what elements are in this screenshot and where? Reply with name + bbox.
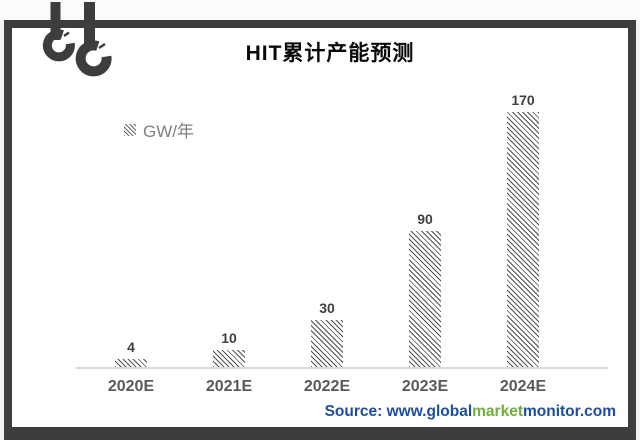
source-prefix: Source: www. — [324, 403, 427, 420]
company-logo-icon — [42, 2, 112, 77]
chart-title: HIT累计产能预测 — [245, 42, 415, 65]
bar — [507, 112, 539, 367]
x-axis-line — [76, 367, 608, 369]
bar-value-label: 90 — [417, 211, 433, 227]
bar — [311, 320, 343, 367]
x-tick-label: 2020E — [107, 378, 155, 395]
x-tick-label: 2023E — [401, 378, 449, 395]
x-tick-label: 2022E — [303, 378, 351, 395]
x-tick-label: 2024E — [499, 378, 547, 395]
source-brand-segment: monitor.com — [522, 403, 616, 420]
source-credit: Source: www.globalmarketmonitor.com — [325, 403, 616, 421]
bar — [115, 359, 147, 367]
bar-group: 10 2021E — [180, 90, 278, 395]
bar — [213, 350, 245, 367]
bar-chart: 4 2020E 10 2021E 30 2022E 90 2023E 170 2024E — [82, 90, 572, 395]
bar — [409, 231, 441, 367]
bar-value-label: 4 — [127, 339, 135, 355]
x-tick-label: 2021E — [205, 378, 253, 395]
legend: GW/年 — [124, 117, 194, 142]
source-brand: globalmarketmonitor.com — [427, 403, 617, 420]
bar-group: 4 2020E — [82, 90, 180, 395]
bar-value-label: 30 — [319, 300, 335, 316]
bar-group: 30 2022E — [278, 90, 376, 395]
bar-value-label: 10 — [221, 330, 237, 346]
legend-label: GW/年 — [143, 122, 194, 141]
hatch-marker-icon — [124, 123, 136, 136]
bar-group: 90 2023E — [376, 90, 474, 395]
source-brand-segment: global — [426, 403, 473, 420]
bar-group: 170 2024E — [474, 90, 572, 395]
outer-background-strip — [0, 0, 640, 20]
bar-value-label: 170 — [511, 92, 535, 108]
source-brand-segment: market — [472, 403, 523, 420]
